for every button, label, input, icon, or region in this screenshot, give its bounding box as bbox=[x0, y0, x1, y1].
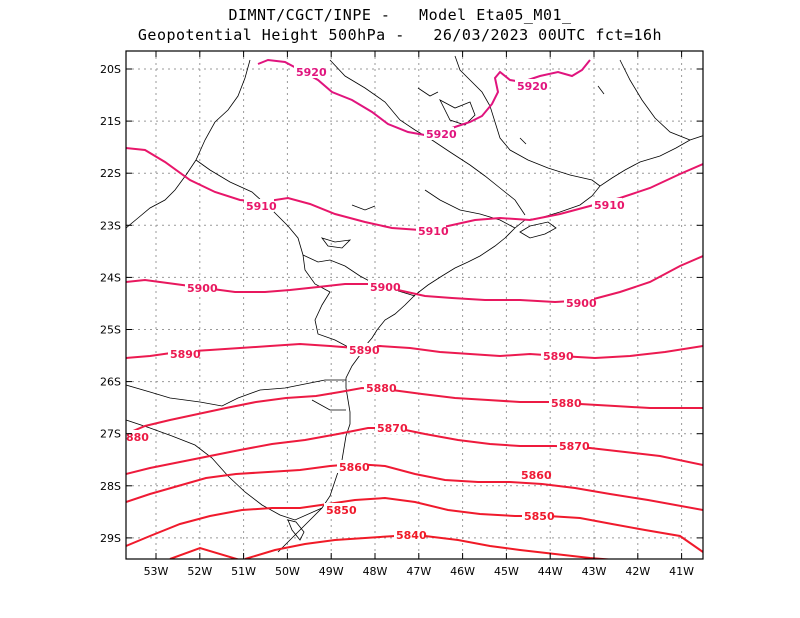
contour-label: 5870 bbox=[377, 422, 408, 435]
lon-label: 41W bbox=[669, 565, 694, 578]
lon-label: 46W bbox=[450, 565, 475, 578]
state-border bbox=[195, 159, 331, 293]
contour-label: 5870 bbox=[559, 440, 590, 453]
lat-label: 23S bbox=[100, 219, 121, 232]
contour-label: 5890 bbox=[170, 348, 201, 361]
lon-label: 42W bbox=[625, 565, 650, 578]
contour-label: 5900 bbox=[370, 281, 401, 294]
lat-label: 27S bbox=[100, 428, 121, 441]
contour-label: 5890 bbox=[349, 344, 380, 357]
longitude-labels: 53W 52W 51W 50W 49W 48W 47W 46W 45W 44W 43W 42W 41W bbox=[144, 565, 695, 578]
contour-label: 5880 bbox=[551, 397, 582, 410]
contour-label: 880 bbox=[126, 431, 149, 444]
contour-5840 bbox=[169, 535, 616, 559]
contour-label: 5880 bbox=[366, 382, 397, 395]
map-title-line-1: DIMNT/CGCT/INPE - Model Eta05_M01_ bbox=[228, 6, 572, 24]
contour-label: 5890 bbox=[543, 350, 574, 363]
lat-label: 25S bbox=[100, 324, 121, 337]
contour-label: 5910 bbox=[246, 200, 277, 213]
lat-label: 29S bbox=[100, 532, 121, 545]
latitude-labels: 20S 21S 22S 23S 24S 25S 26S 27S 28S 29S bbox=[100, 63, 121, 545]
lat-label: 24S bbox=[100, 271, 121, 284]
contour-label: 5910 bbox=[594, 199, 625, 212]
lat-label: 22S bbox=[100, 167, 121, 180]
lon-label: 52W bbox=[187, 565, 212, 578]
contour-labels: 5920 5920 5920 5910 5910 5910 5900 5900 … bbox=[126, 65, 625, 542]
lon-label: 51W bbox=[231, 565, 256, 578]
coastline bbox=[277, 135, 703, 553]
map-title-line-2: Geopotential Height 500hPa - 26/03/2023 … bbox=[137, 26, 663, 44]
contour-5920 bbox=[257, 58, 591, 138]
contour-label: 5920 bbox=[517, 80, 548, 93]
contour-label: 5860 bbox=[521, 469, 552, 482]
contour-5850 bbox=[126, 496, 703, 553]
lon-label: 43W bbox=[582, 565, 607, 578]
lon-label: 49W bbox=[319, 565, 344, 578]
plot-frame bbox=[125, 50, 704, 560]
contour-label: 5920 bbox=[426, 128, 457, 141]
contour-5910 bbox=[126, 147, 703, 232]
contour-5890 bbox=[126, 342, 703, 360]
lon-label: 44W bbox=[538, 565, 563, 578]
lon-label: 47W bbox=[406, 565, 431, 578]
state-border bbox=[424, 189, 516, 229]
lon-label: 53W bbox=[144, 565, 169, 578]
lat-lon-grid bbox=[126, 51, 703, 559]
lat-label: 28S bbox=[100, 480, 121, 493]
contour-5880 bbox=[126, 386, 703, 435]
state-border bbox=[311, 399, 346, 411]
contour-label: 5910 bbox=[418, 225, 449, 238]
lat-label: 21S bbox=[100, 115, 121, 128]
contour-label: 5850 bbox=[326, 504, 357, 517]
lat-label: 26S bbox=[100, 376, 121, 389]
contour-5860 bbox=[126, 462, 703, 511]
contour-5870 bbox=[126, 427, 703, 475]
lon-label: 48W bbox=[363, 565, 388, 578]
state-border bbox=[314, 291, 363, 351]
state-border bbox=[454, 55, 601, 187]
contour-label: 5900 bbox=[187, 282, 218, 295]
contour-label: 5860 bbox=[339, 461, 370, 474]
contour-label: 5840 bbox=[396, 529, 427, 542]
state-border bbox=[619, 59, 691, 141]
contour-label: 5850 bbox=[524, 510, 555, 523]
contour-label: 5920 bbox=[296, 66, 327, 79]
state-border bbox=[126, 379, 346, 407]
lon-label: 45W bbox=[494, 565, 519, 578]
axis-ticks bbox=[126, 51, 703, 559]
state-border bbox=[126, 59, 251, 229]
lat-label: 20S bbox=[100, 63, 121, 76]
geopotential-contours bbox=[126, 58, 703, 559]
lon-label: 50W bbox=[275, 565, 300, 578]
contour-label: 5900 bbox=[566, 297, 597, 310]
